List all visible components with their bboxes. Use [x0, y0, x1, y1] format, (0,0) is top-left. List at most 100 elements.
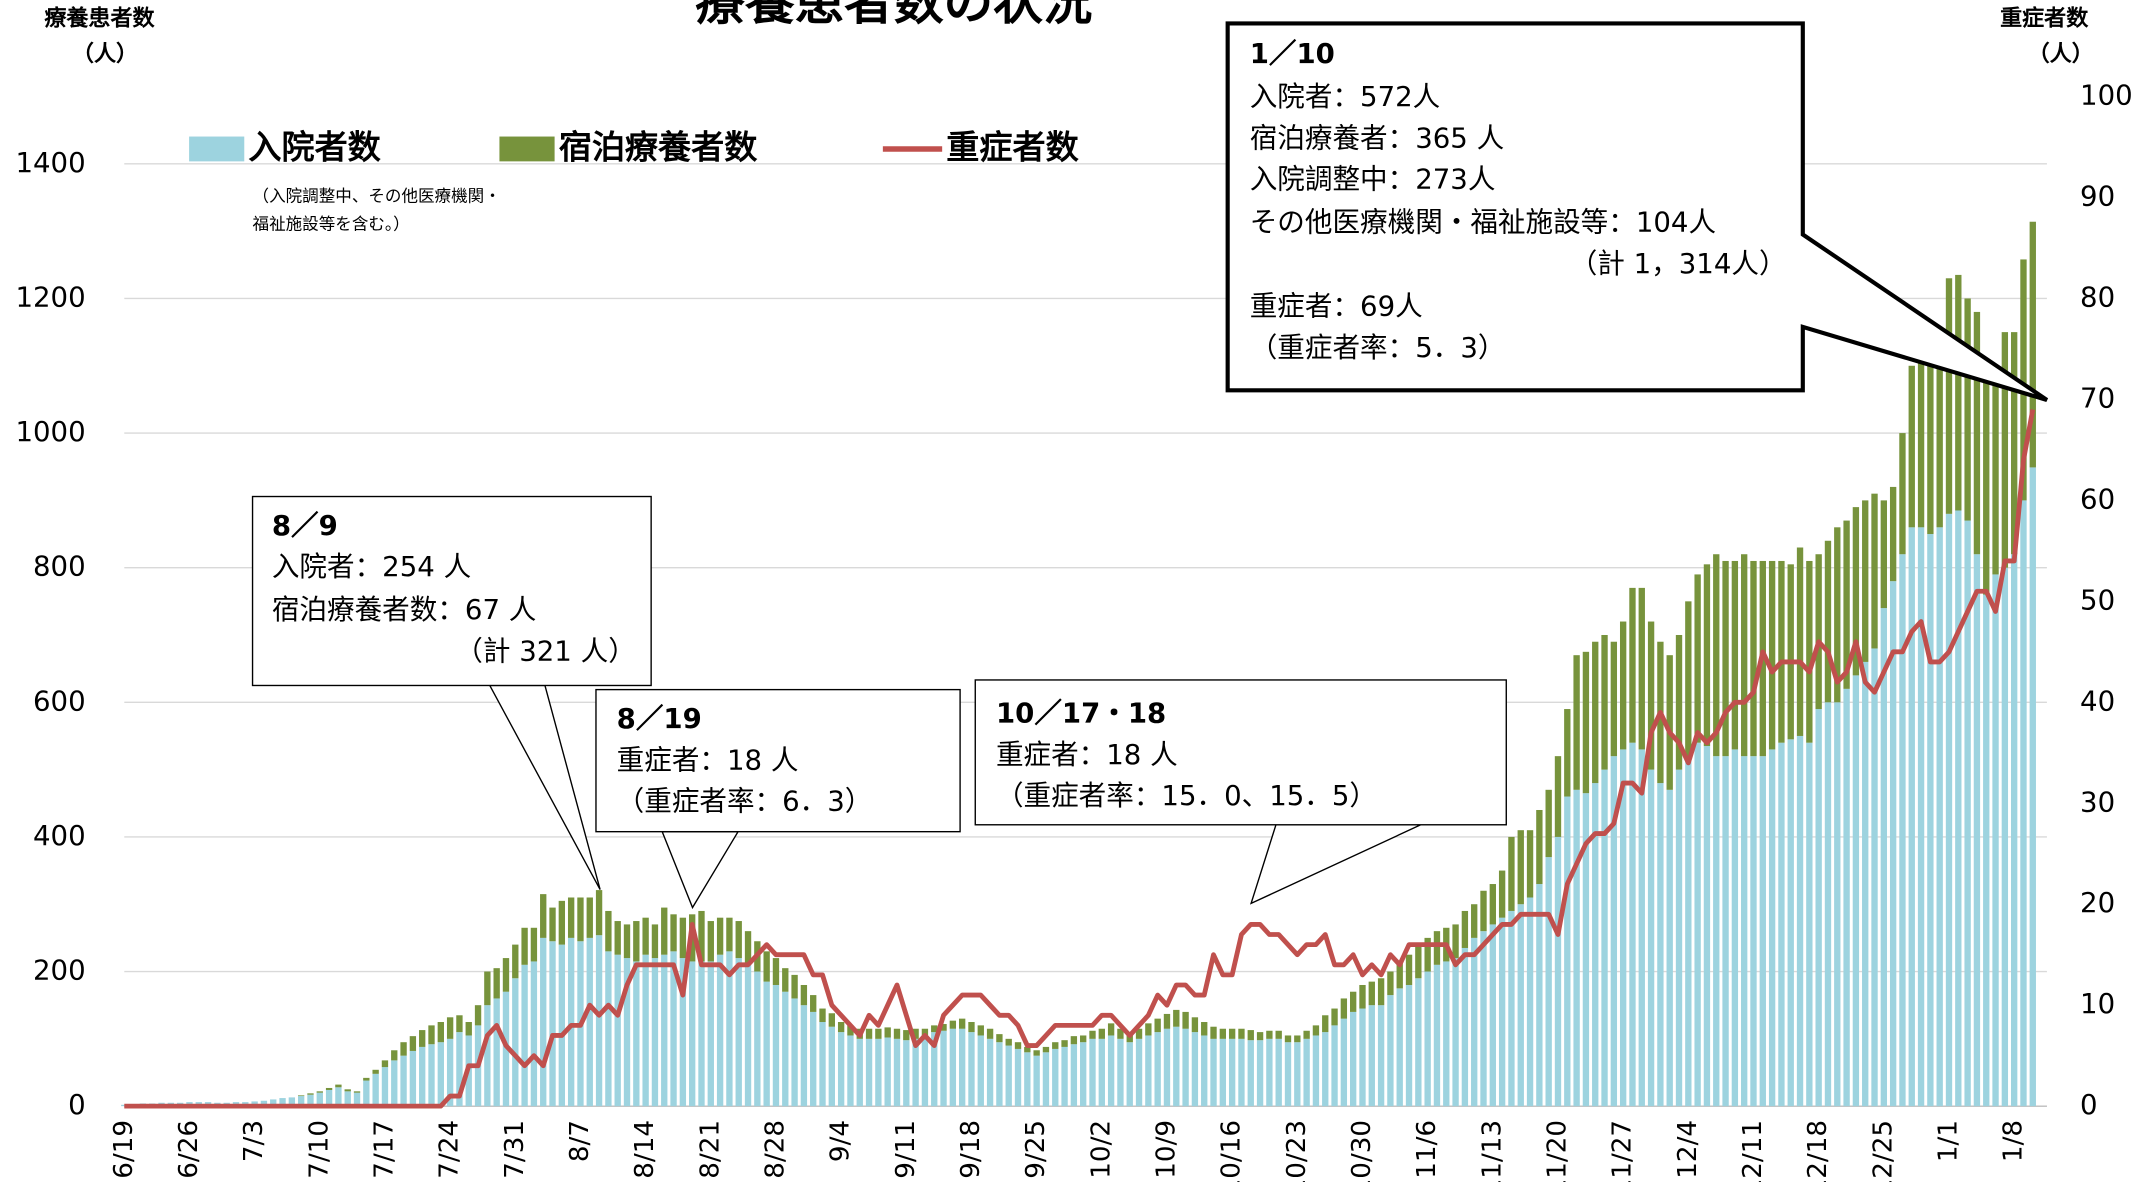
bar-segment — [1489, 924, 1496, 1107]
bar-segment — [1191, 1032, 1199, 1107]
bar-segment — [1154, 1032, 1161, 1107]
bar-segment — [1322, 1032, 1329, 1107]
bar-segment — [1973, 311, 1981, 555]
bar-segment — [1350, 991, 1357, 1012]
bar-segment — [353, 1092, 361, 1107]
x-tick-label: 12/25 — [1868, 1120, 1898, 1182]
y2-tick-label: 90 — [2080, 180, 2115, 213]
bar-segment — [1647, 769, 1655, 1107]
bar-segment — [2020, 259, 2027, 501]
bar-segment — [1675, 769, 1683, 1107]
bar-segment — [1005, 1038, 1012, 1046]
x-tick-label: 9/25 — [1021, 1120, 1051, 1179]
bar-segment — [419, 1030, 426, 1047]
bar-segment — [977, 1025, 984, 1036]
bar-segment — [1238, 1038, 1245, 1107]
bar-segment — [875, 1038, 882, 1107]
bar-segment — [595, 890, 603, 936]
bar-segment — [1731, 560, 1739, 750]
bar-segment — [1927, 352, 1934, 535]
legend-swatch — [189, 136, 245, 162]
bar-segment — [996, 1042, 1003, 1107]
bar-segment — [502, 958, 510, 992]
bar-segment — [2010, 554, 2018, 1107]
y-tick-label: 1200 — [15, 280, 85, 313]
bar-segment — [1275, 1038, 1282, 1107]
bar-segment — [1824, 540, 1832, 703]
bar-segment — [1759, 756, 1766, 1107]
bar-segment — [1750, 560, 1757, 757]
bar-segment — [716, 954, 724, 1107]
callout-text: （重症者率：5．3） — [1250, 331, 1506, 364]
y-tick-label: 1400 — [15, 146, 85, 179]
bar-segment — [949, 1020, 957, 1029]
bar-segment — [391, 1060, 398, 1107]
bar-segment — [1480, 931, 1487, 1107]
bar-segment — [940, 1030, 947, 1107]
bar-segment — [1498, 917, 1506, 1107]
bar-segment — [540, 894, 547, 938]
bar-segment — [1666, 655, 1673, 790]
bar-segment — [288, 1097, 296, 1107]
bar-segment — [651, 924, 659, 959]
bar-segment — [1498, 870, 1506, 918]
bar-segment — [381, 1060, 389, 1068]
bar-segment — [1117, 1038, 1124, 1107]
legend-label: 宿泊療養者数 — [559, 127, 758, 166]
bar-segment — [1256, 1032, 1264, 1041]
legend: （入院調整中、その他医療機関・ 福祉施設等を含む。） 入院者数 宿泊療養者数 重症者… — [189, 127, 1080, 233]
bar-segment — [1945, 278, 1953, 514]
bar-segment — [1415, 944, 1422, 979]
bar-segment — [698, 910, 705, 962]
bar-segment — [1424, 937, 1431, 972]
x-tick-label: 7/24 — [435, 1120, 465, 1179]
bar-segment — [1871, 648, 1878, 1107]
x-tick-label: 12/4 — [1673, 1120, 1703, 1179]
bar-segment — [1610, 756, 1618, 1107]
bar-segment — [1480, 890, 1487, 932]
bar-segment — [642, 954, 649, 1107]
bar-segment — [1862, 500, 1869, 662]
x-tick-label: 10/16 — [1217, 1120, 1247, 1182]
x-tick-label: 10/23 — [1282, 1120, 1312, 1182]
bar-segment — [1862, 661, 1869, 1107]
bar-segment — [1396, 988, 1403, 1107]
bar-segment — [921, 1035, 929, 1107]
bar-segment — [1713, 756, 1720, 1107]
bar-segment — [1852, 675, 1860, 1107]
bar-segment — [1070, 1044, 1078, 1107]
bar-segment — [1629, 742, 1636, 1107]
bar-segment — [865, 1028, 873, 1039]
bar-segment — [1396, 961, 1403, 989]
bar-segment — [800, 1005, 808, 1107]
bar-segment — [968, 1032, 975, 1107]
bar-segment — [484, 1005, 491, 1107]
bar-segment — [595, 935, 603, 1107]
bar-segment — [1582, 651, 1590, 794]
bar-segment — [1126, 1042, 1133, 1107]
bar-segment — [307, 1094, 314, 1107]
bar-segment — [428, 1044, 435, 1107]
bar-segment — [1638, 749, 1645, 1107]
callout-text: （計 321 人） — [455, 634, 635, 667]
bar-segment — [437, 1042, 444, 1107]
callout-text: 入院調整中：273人 — [1250, 163, 1496, 196]
bar-segment — [605, 910, 612, 952]
bar-segment — [1889, 486, 1897, 582]
bar-segment — [1554, 836, 1562, 1107]
bar-segment — [1564, 796, 1571, 1107]
bar-segment — [1433, 964, 1441, 1107]
bar-segment — [1815, 554, 1822, 710]
lines — [124, 409, 2036, 1109]
bar-segment — [297, 1096, 305, 1107]
bar-segment — [875, 1028, 882, 1039]
bar-segment — [1303, 1038, 1310, 1107]
bar-segment — [1014, 1042, 1022, 1049]
bar-segment — [1107, 1035, 1115, 1107]
bar-segment — [1871, 493, 1878, 649]
bar-segment — [1741, 756, 1748, 1107]
bar-segment — [1806, 742, 1813, 1107]
bar-segment — [363, 1077, 370, 1081]
severe-line — [124, 409, 2036, 1109]
